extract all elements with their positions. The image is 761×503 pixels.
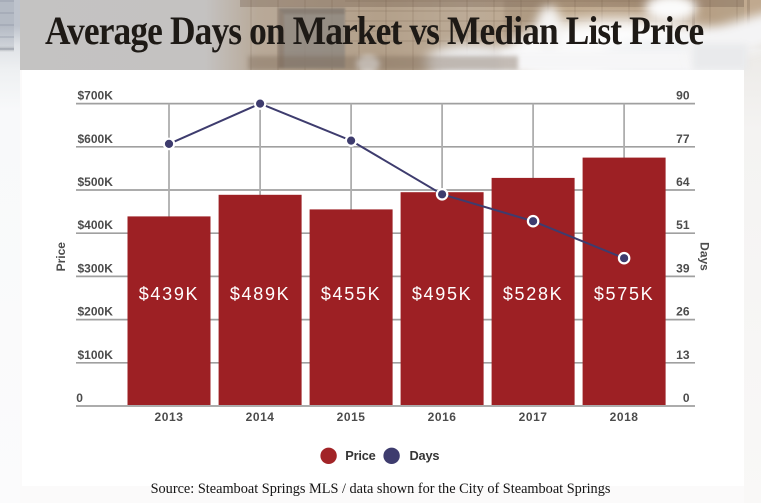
svg-text:90: 90	[676, 89, 690, 103]
svg-text:0: 0	[683, 391, 690, 405]
svg-text:$528K: $528K	[503, 284, 564, 304]
svg-text:Days: Days	[698, 242, 712, 271]
svg-text:$200K: $200K	[78, 305, 114, 319]
svg-text:39: 39	[676, 261, 690, 275]
svg-text:2013: 2013	[155, 410, 184, 424]
svg-text:$439K: $439K	[139, 284, 200, 304]
svg-text:$489K: $489K	[230, 284, 291, 304]
svg-text:2015: 2015	[337, 410, 366, 424]
svg-text:$455K: $455K	[321, 284, 382, 304]
svg-text:$400K: $400K	[78, 218, 114, 232]
svg-text:Price: Price	[54, 242, 68, 272]
svg-text:0: 0	[76, 391, 83, 405]
svg-text:2017: 2017	[519, 410, 548, 424]
svg-text:26: 26	[676, 305, 690, 319]
svg-text:$575K: $575K	[594, 284, 655, 304]
svg-text:Days: Days	[410, 448, 440, 463]
svg-text:51: 51	[676, 218, 690, 232]
svg-text:77: 77	[676, 132, 690, 146]
svg-text:$300K: $300K	[78, 261, 114, 275]
svg-text:$100K: $100K	[78, 348, 114, 362]
svg-text:2014: 2014	[246, 410, 275, 424]
svg-text:$500K: $500K	[78, 175, 114, 189]
svg-text:Price: Price	[345, 448, 375, 463]
svg-text:13: 13	[676, 348, 690, 362]
svg-text:$700K: $700K	[78, 89, 114, 103]
svg-text:$495K: $495K	[412, 284, 473, 304]
svg-text:64: 64	[676, 175, 690, 189]
svg-text:2016: 2016	[428, 410, 457, 424]
svg-text:$600K: $600K	[78, 132, 114, 146]
svg-text:2018: 2018	[610, 410, 639, 424]
